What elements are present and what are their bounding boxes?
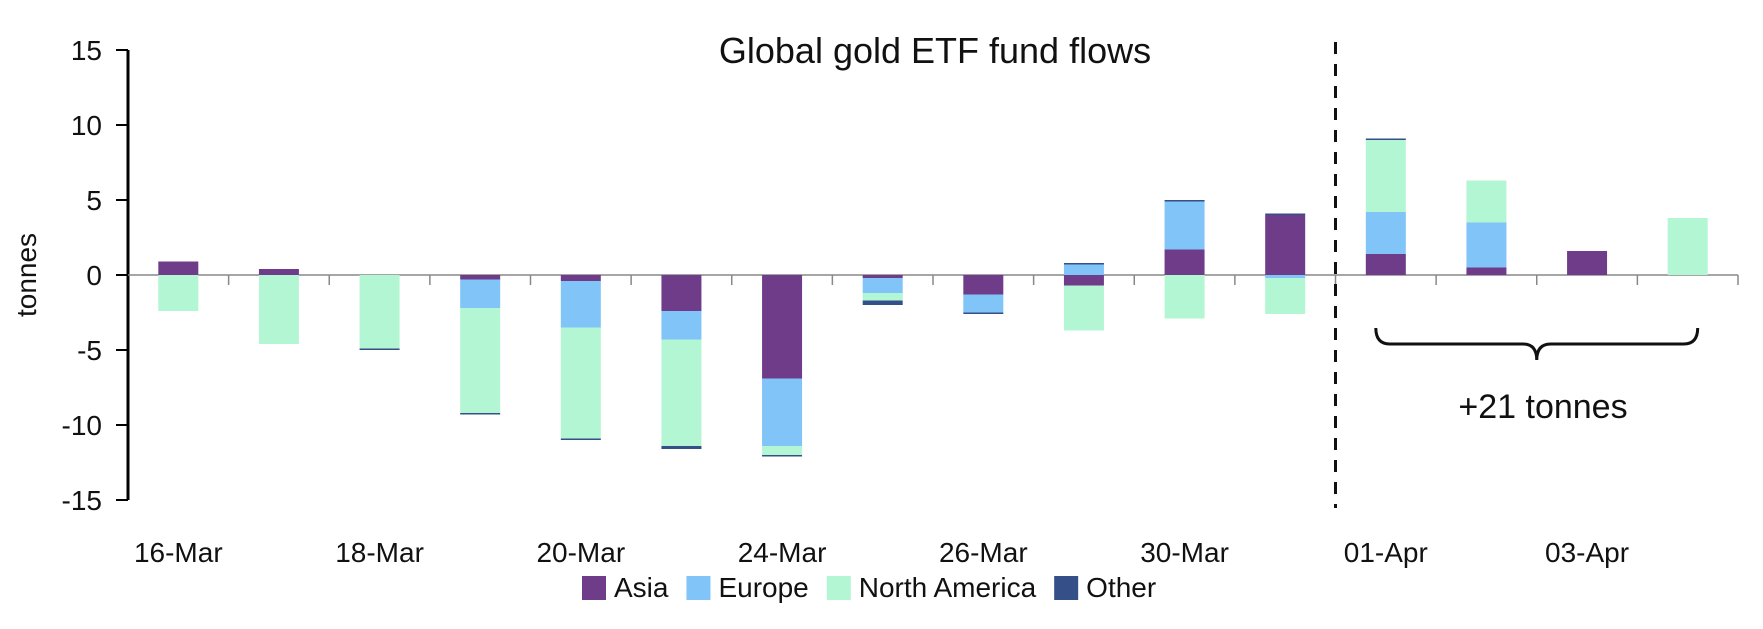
bar-segment-europe [1466, 222, 1507, 268]
bar-segment-europe [460, 279, 501, 308]
x-tick-label: 01-Apr [1344, 537, 1428, 568]
bar-segment-north-america [158, 275, 199, 311]
bar-segment-north-america [1466, 180, 1507, 223]
legend-label: Europe [718, 572, 808, 603]
y-tick-label: -10 [62, 410, 102, 441]
bar-segment-other [460, 413, 501, 415]
bar-segment-other [1063, 263, 1104, 265]
bar-segment-other [661, 446, 702, 449]
annotation-text: +21 tonnes [1458, 388, 1627, 426]
x-tick-label: 26-Mar [939, 537, 1028, 568]
bar-segment-north-america [460, 308, 501, 413]
x-tick-label: 18-Mar [335, 537, 424, 568]
bar-segment-asia [158, 261, 199, 275]
bar-segment-asia [1466, 267, 1507, 275]
bar-segment-europe [862, 278, 903, 293]
bar-segment-north-america [560, 327, 601, 439]
y-axis-label: tonnes [11, 233, 42, 317]
bar-segment-asia [762, 275, 803, 379]
bar-segment-other [862, 300, 903, 305]
x-tick-label: 16-Mar [134, 537, 223, 568]
bar-segment-europe [1365, 212, 1406, 254]
bar-segment-europe [560, 281, 601, 328]
y-tick-label: -15 [62, 485, 102, 516]
bars-layer [158, 138, 1708, 457]
legend-swatch [1054, 576, 1079, 600]
bar-segment-europe [762, 378, 803, 446]
annotation-brace [1374, 327, 1700, 361]
bar-segment-asia [460, 275, 501, 280]
y-tick-label: -5 [77, 335, 102, 366]
bar-segment-europe [1265, 275, 1306, 278]
bar-segment-asia [1567, 251, 1608, 275]
legend-label: Asia [614, 572, 669, 603]
legend-label: North America [859, 572, 1037, 603]
tick-labels-layer: 15 10 5 0 -5 -10 -15 16-Mar 18-Mar 20-Mar 24-Mar 26… [62, 35, 1630, 568]
bar-segment-other [560, 438, 601, 440]
bar-segment-north-america [1667, 218, 1708, 275]
bar-segment-asia [1063, 275, 1104, 286]
x-tick-label: 24-Mar [738, 537, 827, 568]
bar-segment-north-america [862, 293, 903, 301]
x-tick-label: 20-Mar [536, 537, 625, 568]
bar-segment-north-america [1265, 278, 1306, 314]
legend-swatch [686, 576, 711, 600]
bar-segment-asia [1365, 254, 1406, 275]
y-tick-label: 5 [86, 185, 102, 216]
bar-segment-north-america [258, 275, 299, 344]
bar-segment-north-america [1365, 140, 1406, 212]
legend-swatch [826, 576, 851, 600]
y-tick-label: 0 [86, 260, 102, 291]
bar-segment-north-america [359, 275, 400, 349]
chart-title: Global gold ETF fund flows [719, 30, 1151, 71]
bar-segment-asia [862, 275, 903, 278]
y-tick-label: 10 [71, 110, 102, 141]
bar-segment-other [359, 348, 400, 350]
bar-segment-asia [661, 275, 702, 311]
x-tick-label: 03-Apr [1545, 537, 1629, 568]
bar-segment-north-america [661, 339, 702, 446]
bar-segment-other [762, 455, 803, 457]
bar-segment-other [1265, 213, 1306, 215]
y-tick-label: 15 [71, 35, 102, 66]
bar-segment-asia [963, 275, 1004, 295]
bar-segment-asia [1164, 249, 1205, 275]
annotation-layer: +21 tonnes [1334, 42, 1700, 508]
legend-label: Other [1086, 572, 1156, 603]
x-tick-label: 30-Mar [1140, 537, 1229, 568]
bar-segment-other [963, 312, 1004, 314]
bar-segment-europe [661, 311, 702, 340]
legend-swatch [582, 576, 606, 600]
bar-segment-north-america [1063, 285, 1104, 331]
bar-segment-asia [1265, 215, 1306, 275]
bar-segment-north-america [762, 446, 803, 455]
legend: Asia Europe North America Other [582, 572, 1156, 603]
bar-segment-asia [258, 269, 299, 275]
bar-segment-asia [560, 275, 601, 281]
bar-segment-europe [963, 294, 1004, 313]
bar-segment-europe [1063, 264, 1104, 275]
bar-segment-other [1365, 138, 1406, 140]
bar-segment-europe [1164, 201, 1205, 250]
bar-segment-other [1164, 200, 1205, 202]
bar-segment-north-america [1164, 275, 1205, 319]
